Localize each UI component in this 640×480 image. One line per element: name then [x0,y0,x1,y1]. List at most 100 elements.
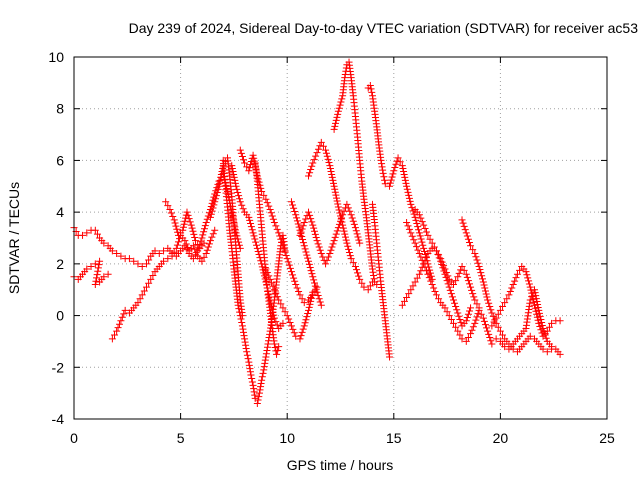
data-point [306,263,314,271]
data-point [400,168,408,176]
data-point [471,250,479,258]
data-point [104,270,112,278]
data-point [505,291,513,299]
data-point [203,246,211,254]
data-point [155,250,163,258]
data-point [297,332,305,340]
data-point [243,163,251,171]
data-point [532,295,540,303]
data-point [315,295,323,303]
data-point [432,247,440,255]
data-point [290,274,298,282]
data-point [486,334,494,342]
data-point [243,351,251,359]
data-point [456,315,464,323]
data-point [523,271,531,279]
data-point [260,272,268,280]
data-point [298,328,306,336]
data-point [465,307,473,315]
data-point [337,217,344,225]
data-point [307,297,315,305]
data-point [532,307,540,315]
data-point [354,269,362,277]
data-point [406,197,414,205]
data-point [96,257,104,265]
data-point [272,222,280,230]
data-point [189,242,197,250]
data-point [330,125,338,133]
data-point [453,306,461,314]
data-point [262,265,270,273]
data-point [323,152,331,160]
data-point [483,293,491,301]
data-point [300,242,308,250]
data-point [381,176,389,184]
data-point [452,277,460,285]
data-point [334,224,342,232]
data-point [531,301,539,309]
data-point [556,317,564,325]
data-point [331,188,339,196]
data-point [329,176,337,184]
data-point [420,244,428,252]
data-point [311,282,319,290]
data-point [268,305,276,313]
data-point [334,107,342,115]
data-point [355,272,363,280]
data-point [125,255,133,263]
data-point [435,254,443,262]
data-point [189,227,197,235]
data-point [118,313,126,321]
data-point [445,312,453,320]
data-point [248,378,256,386]
data-point [302,316,310,324]
data-point [364,286,372,294]
data-point [386,182,394,190]
data-point [268,279,276,287]
data-point [396,158,404,166]
data-point [303,251,311,259]
data-point [266,296,274,304]
data-point [448,293,456,301]
data-point [237,149,245,157]
data-point [414,246,422,254]
data-point [217,170,225,178]
data-point [267,209,275,217]
data-point [91,260,99,268]
data-point [492,314,500,322]
data-point [348,214,356,222]
data-point [468,326,476,334]
data-point [270,340,278,348]
data-point [477,269,485,277]
data-point [310,224,318,232]
data-point [462,270,470,278]
data-point [316,298,324,306]
data-point [351,224,359,232]
data-point [411,278,419,286]
data-point [171,219,179,227]
data-point [296,231,304,239]
data-point [280,245,288,253]
data-point [480,281,488,289]
data-point [442,273,450,281]
data-point [275,343,283,351]
data-point [355,236,363,244]
data-point [411,213,419,221]
data-point [476,266,484,274]
data-point [258,260,266,268]
data-point [245,167,253,175]
data-point [197,237,205,245]
data-point [462,229,470,237]
data-point [273,350,281,358]
data-point [516,266,524,274]
data-point [488,340,496,348]
data-point [525,280,533,288]
data-point [343,200,351,208]
data-point [401,176,409,184]
data-point [403,182,411,190]
data-point [333,194,341,202]
data-point [142,283,150,291]
data-point [415,229,423,237]
data-point [276,232,284,240]
data-point [305,303,313,311]
